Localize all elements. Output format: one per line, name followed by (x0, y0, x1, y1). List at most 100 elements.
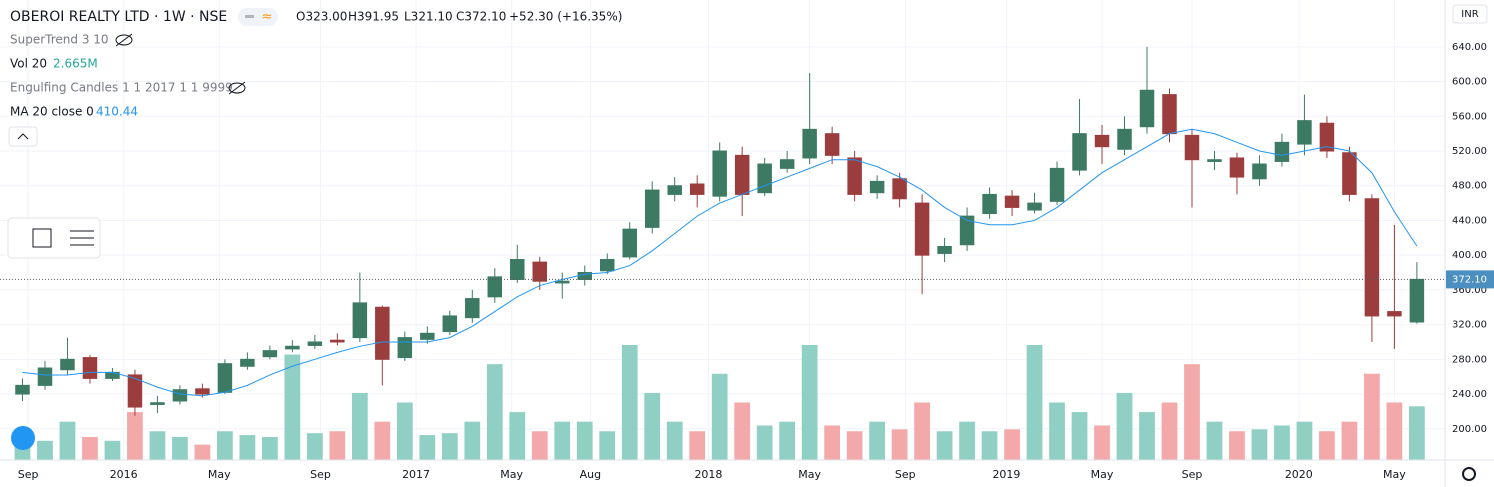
volume-bar (486, 364, 503, 460)
compare-toggle[interactable] (238, 8, 278, 26)
volume-bar (1161, 402, 1178, 460)
candle-body (1297, 120, 1312, 145)
candle-body (1319, 122, 1335, 152)
candle-body (712, 150, 727, 197)
volume-bar (914, 402, 930, 460)
candle-body (510, 259, 525, 280)
candle-body (1094, 134, 1110, 148)
x-tick-label: May (798, 468, 821, 481)
candle-body (352, 302, 368, 339)
candle-body (285, 345, 300, 350)
y-tick-label: 320.00 (1452, 320, 1487, 331)
hidden-icon[interactable] (115, 33, 133, 47)
price-pane (0, 46, 1445, 416)
candle-body (150, 402, 165, 405)
volume-bar (37, 440, 53, 460)
candle-body (914, 202, 930, 256)
rect-tool[interactable] (32, 228, 52, 248)
ohlc-low: L321.10 (404, 10, 453, 24)
volume-bar (1026, 345, 1043, 460)
candle-body (532, 261, 548, 282)
volume-bar (711, 373, 728, 460)
volume-bar (1206, 421, 1223, 460)
drawing-toolbar (7, 217, 101, 259)
candle-body (420, 332, 435, 340)
candle-body (1004, 195, 1020, 208)
volume-bar (891, 429, 908, 460)
lines-tool[interactable] (70, 230, 94, 246)
x-tick-label: 2016 (110, 468, 138, 481)
ohlc-close: C372.10 (456, 10, 506, 24)
candle-body (689, 183, 705, 195)
volume-bar (599, 431, 616, 460)
volume-bar (981, 431, 998, 460)
candle-body (1184, 134, 1200, 161)
candle-body (1162, 94, 1177, 135)
candle-body (37, 367, 53, 386)
volume-bar (1004, 429, 1020, 460)
settings-button[interactable] (1462, 467, 1476, 481)
candle-body (937, 245, 952, 254)
volume-bar (756, 425, 773, 460)
volume-bar (554, 421, 571, 460)
logo[interactable] (11, 426, 35, 450)
candle-body (442, 315, 458, 333)
volume-bar (194, 444, 211, 460)
volume-bar (239, 435, 256, 460)
candle-body (1117, 128, 1132, 150)
x-tick-label: 2017 (402, 468, 430, 481)
volume-bar (396, 402, 413, 460)
volume-bar (306, 433, 323, 460)
y-tick-label: 400.00 (1452, 250, 1487, 261)
indicator-name: Vol 20 (10, 57, 47, 71)
candle-body (734, 154, 750, 195)
candle-body (1207, 159, 1222, 162)
candle-body (330, 339, 345, 343)
candle-body (622, 228, 637, 258)
x-tick-label: Sep (1182, 468, 1203, 481)
candle-body (172, 389, 188, 402)
currency-box[interactable] (1452, 4, 1488, 24)
candle-body (195, 388, 210, 395)
volume-bar (441, 433, 458, 460)
volume-bar (351, 392, 368, 460)
indicator-name: Engulfing Candles 1 1 2017 1 1 9999 (10, 81, 233, 95)
ohlc-open: O323.00 (296, 10, 347, 24)
volume-bar (329, 431, 346, 460)
volume-bar (1386, 402, 1403, 460)
volume-bar (82, 437, 98, 460)
y-tick-label: 520.00 (1452, 146, 1487, 157)
candle-body (127, 374, 143, 408)
candle-body (1274, 141, 1290, 162)
x-tick-label: May (500, 468, 523, 481)
last-price-box (1446, 270, 1494, 289)
y-tick-label: 480.00 (1452, 181, 1487, 192)
ma-line (22, 128, 1418, 397)
indicator-value: 410.44 (96, 105, 138, 119)
candle-body (60, 358, 75, 371)
volume-bar (1251, 429, 1268, 460)
ohlc-high: H391.95 (348, 10, 399, 24)
indicator-name: MA 20 close 0 (10, 105, 94, 119)
candle-body (15, 384, 30, 395)
x-tick-label: May (1383, 468, 1406, 481)
volume-bar (419, 435, 436, 460)
volume-bar (509, 412, 526, 460)
candle-body (1252, 163, 1267, 180)
candle-body (599, 259, 615, 272)
volume-bar (621, 345, 638, 460)
candle-body (644, 189, 660, 228)
volume-bar (936, 431, 953, 460)
volume-bar (1071, 412, 1088, 460)
volume-bar (172, 437, 188, 460)
volume-bar (689, 431, 706, 460)
volume-bar (666, 421, 683, 460)
volume-bar (1139, 412, 1155, 460)
ohlc-change: +52.30 (+16.35%) (509, 10, 622, 24)
collapse-button[interactable] (8, 126, 38, 147)
volume-bar (1364, 373, 1380, 460)
candle-body (82, 357, 98, 379)
x-tick-label: 2018 (694, 468, 722, 481)
hidden-icon[interactable] (228, 81, 246, 95)
